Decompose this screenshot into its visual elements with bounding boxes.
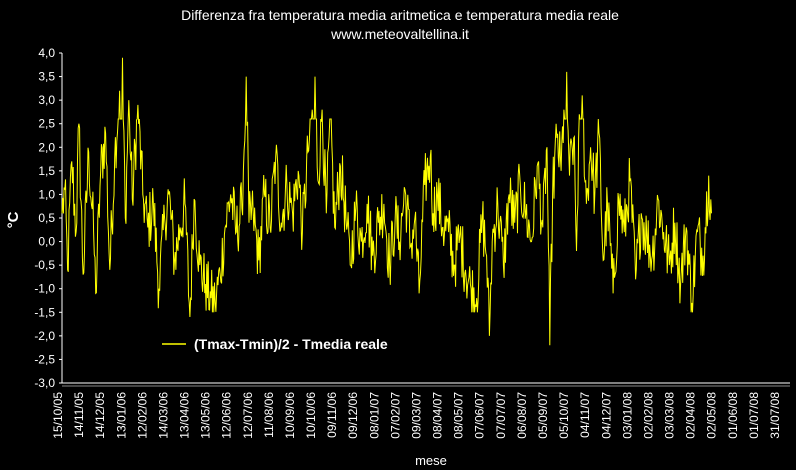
chart-title: Differenza fra temperatura media aritmet… (181, 7, 619, 23)
y-tick-label: -3,0 (34, 376, 55, 390)
y-tick-label: -1,5 (34, 305, 55, 319)
x-tick-label: 12/06/06 (220, 392, 234, 439)
x-tick-label: 31/07/08 (768, 392, 782, 439)
x-tick-label: 01/07/08 (747, 392, 761, 439)
series-line (61, 57, 712, 346)
x-tick-label: 09/03/07 (409, 392, 423, 439)
x-tick-label: 08/05/07 (452, 392, 466, 439)
y-tick-label: 3,0 (38, 93, 55, 107)
y-tick-group: 4,0 3,5 3,0 2,5 2,0 1,5 1,0 0,5 0,0 -0,5 -1,0 -1,5 -… (34, 46, 62, 390)
y-tick-label: 2,0 (38, 140, 55, 154)
x-tick-label: 14/12/05 (93, 392, 107, 439)
x-tick-label: 08/04/07 (431, 392, 445, 439)
y-tick-label: -0,5 (34, 258, 55, 272)
x-tick-label: 03/03/08 (663, 392, 677, 439)
y-tick-label: -2,5 (34, 352, 55, 366)
x-tick-label: 04/12/07 (599, 392, 613, 439)
legend-label: (Tmax-Tmin)/2 - Tmedia reale (194, 336, 388, 352)
x-tick-label: 13/01/06 (114, 392, 128, 439)
x-tick-label: 05/09/07 (536, 392, 550, 439)
x-tick-label: 09/12/06 (346, 392, 360, 439)
x-tick-label: 12/07/06 (241, 392, 255, 439)
y-tick-label: 1,0 (38, 187, 55, 201)
legend: (Tmax-Tmin)/2 - Tmedia reale (162, 336, 388, 352)
y-tick-label: 0,5 (38, 211, 55, 225)
y-tick-label: 0,0 (38, 235, 55, 249)
x-tick-label: 10/09/06 (283, 392, 297, 439)
y-tick-label: 1,5 (38, 164, 55, 178)
y-tick-label: 4,0 (38, 46, 55, 60)
x-tick-label: 08/01/07 (367, 392, 381, 439)
x-tick-label: 03/01/08 (620, 392, 634, 439)
series-group (61, 57, 712, 346)
x-tick-label: 02/05/08 (705, 392, 719, 439)
x-tick-label: 10/10/06 (304, 392, 318, 439)
x-tick-label: 09/11/06 (325, 392, 339, 438)
y-tick-label: 3,5 (38, 70, 55, 84)
y-axis-label: °C (5, 211, 22, 228)
x-tick-label: 14/03/06 (156, 392, 170, 439)
x-tick-group: 15/10/05 14/11/05 14/12/05 13/01/06 12/02/06… (51, 392, 782, 439)
y-tick-label: 2,5 (38, 117, 55, 131)
x-tick-label: 06/08/07 (515, 392, 529, 439)
x-tick-label: 02/04/08 (684, 392, 698, 439)
x-tick-label: 07/02/07 (388, 392, 402, 439)
x-tick-label: 02/02/08 (641, 392, 655, 439)
x-tick-label: 13/04/06 (178, 392, 192, 439)
y-tick-label: -1,0 (34, 282, 55, 296)
x-tick-label: 14/11/05 (72, 392, 86, 438)
y-tick-label: -2,0 (34, 329, 55, 343)
x-tick-label: 07/06/07 (473, 392, 487, 439)
x-tick-label: 11/08/06 (262, 392, 276, 438)
chart-subtitle: www.meteovaltellina.it (330, 26, 469, 42)
x-tick-label: 15/10/05 (51, 392, 65, 439)
x-tick-label: 04/11/07 (578, 392, 592, 438)
x-tick-label: 05/10/07 (557, 392, 571, 439)
x-tick-label: 13/05/06 (199, 392, 213, 439)
x-tick-label: 07/07/07 (494, 392, 508, 439)
x-tick-label: 01/06/08 (726, 392, 740, 439)
x-tick-label: 12/02/06 (135, 392, 149, 439)
x-axis-label: mese (415, 453, 447, 468)
